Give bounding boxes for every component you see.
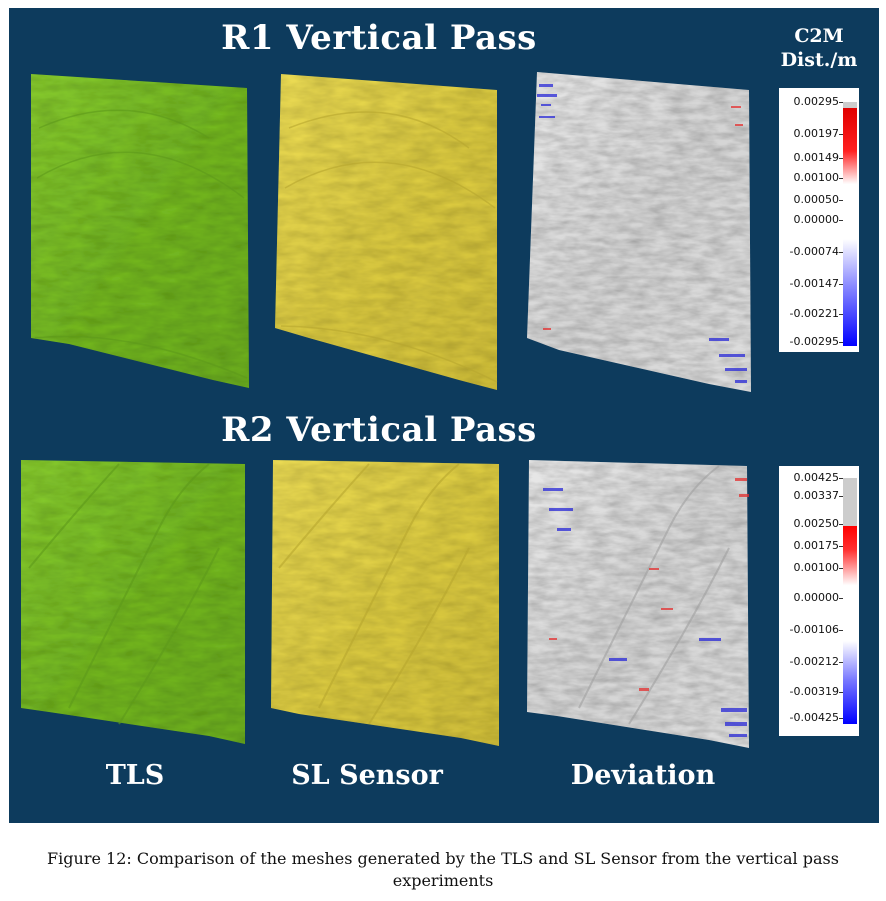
row-title-r1: R1 Vertical Pass (221, 18, 537, 58)
colorbar-tick-mark (839, 220, 843, 221)
colorbar-tick-mark (839, 314, 843, 315)
colorbar-tick-label: -0.00147 (789, 277, 839, 290)
colorbar-tick-label: 0.00000 (793, 213, 840, 226)
colorbar-tick-label: 0.00050 (793, 193, 840, 206)
colorbar-tick-mark (839, 662, 843, 663)
colorbar-tick-label: -0.00074 (789, 245, 839, 258)
colorbar-tick-mark (839, 524, 843, 525)
colorbar-tick-label: 0.00100 (793, 171, 840, 184)
legend-title: C2M Dist./m (769, 24, 869, 72)
colorbar-tick-mark (839, 200, 843, 201)
colorbar-tick-mark (839, 598, 843, 599)
colorbar-tick-mark (839, 134, 843, 135)
colorbar-tick-mark (839, 252, 843, 253)
colorbar-tick-mark (839, 178, 843, 179)
colorbar-tick-label: 0.00100 (793, 561, 840, 574)
colorbar-tick-mark (839, 284, 843, 285)
colorbar-tick-mark (839, 568, 843, 569)
mesh-r2-tls (21, 460, 245, 744)
colorbar-r1: 0.00295 0.00197 0.00149 0.00100 0.00050 0.000… (779, 88, 859, 352)
mesh-r1-tls (31, 74, 249, 388)
mesh-canvas (21, 72, 751, 748)
colorbar-tick-label: 0.00000 (793, 591, 840, 604)
colorbar-tick-mark (839, 692, 843, 693)
colorbar-tick-label: 0.00250 (793, 517, 840, 530)
colorbar-r2: 0.00425 0.00337 0.00250 0.00175 0.00100 0.000… (779, 466, 859, 736)
legend-title-line2: Dist./m (780, 49, 858, 71)
colorbar-tick-mark (839, 342, 843, 343)
column-label-deviation: Deviation (570, 760, 716, 791)
colorbar-tick-mark (839, 546, 843, 547)
colorbar-tick-mark (839, 102, 843, 103)
colorbar-tick-mark (839, 158, 843, 159)
figure-caption: Figure 12: Comparison of the meshes gene… (47, 849, 839, 890)
colorbar-tick-label: -0.00319 (789, 685, 839, 698)
colorbar-tick-mark (839, 630, 843, 631)
column-label-tls: TLS (105, 760, 165, 791)
colorbar-tick-label: -0.00221 (789, 307, 839, 320)
colorbar-tick-mark (839, 478, 843, 479)
colorbar-tick-label: 0.00295 (793, 95, 840, 108)
row-title-r2: R2 Vertical Pass (221, 410, 537, 450)
colorbar-tick-label: -0.00212 (789, 655, 839, 668)
colorbar-tick-mark (839, 496, 843, 497)
colorbar-tick-mark (839, 718, 843, 719)
column-label-sl-sensor: SL Sensor (291, 760, 443, 791)
colorbar-tick-label: 0.00425 (793, 471, 840, 484)
colorbar-tick-label: 0.00175 (793, 539, 840, 552)
mesh-r1-sl (275, 74, 498, 390)
legend-title-line1: C2M (794, 25, 844, 47)
mesh-r1-deviation (527, 72, 751, 392)
colorbar-tick-label: 0.00337 (793, 489, 840, 502)
colorbar-tick-label: -0.00425 (789, 711, 839, 724)
mesh-r2-sl (271, 460, 499, 746)
colorbar-tick-label: -0.00106 (789, 623, 839, 636)
colorbar-tick-label: 0.00197 (793, 127, 840, 140)
colorbar-tick-label: 0.00149 (793, 151, 840, 164)
figure-panel: R1 Vertical Pass R2 Vertical Pass C2M Di… (9, 8, 879, 823)
colorbar-tick-label: -0.00295 (789, 335, 839, 348)
mesh-r2-deviation (527, 460, 749, 748)
